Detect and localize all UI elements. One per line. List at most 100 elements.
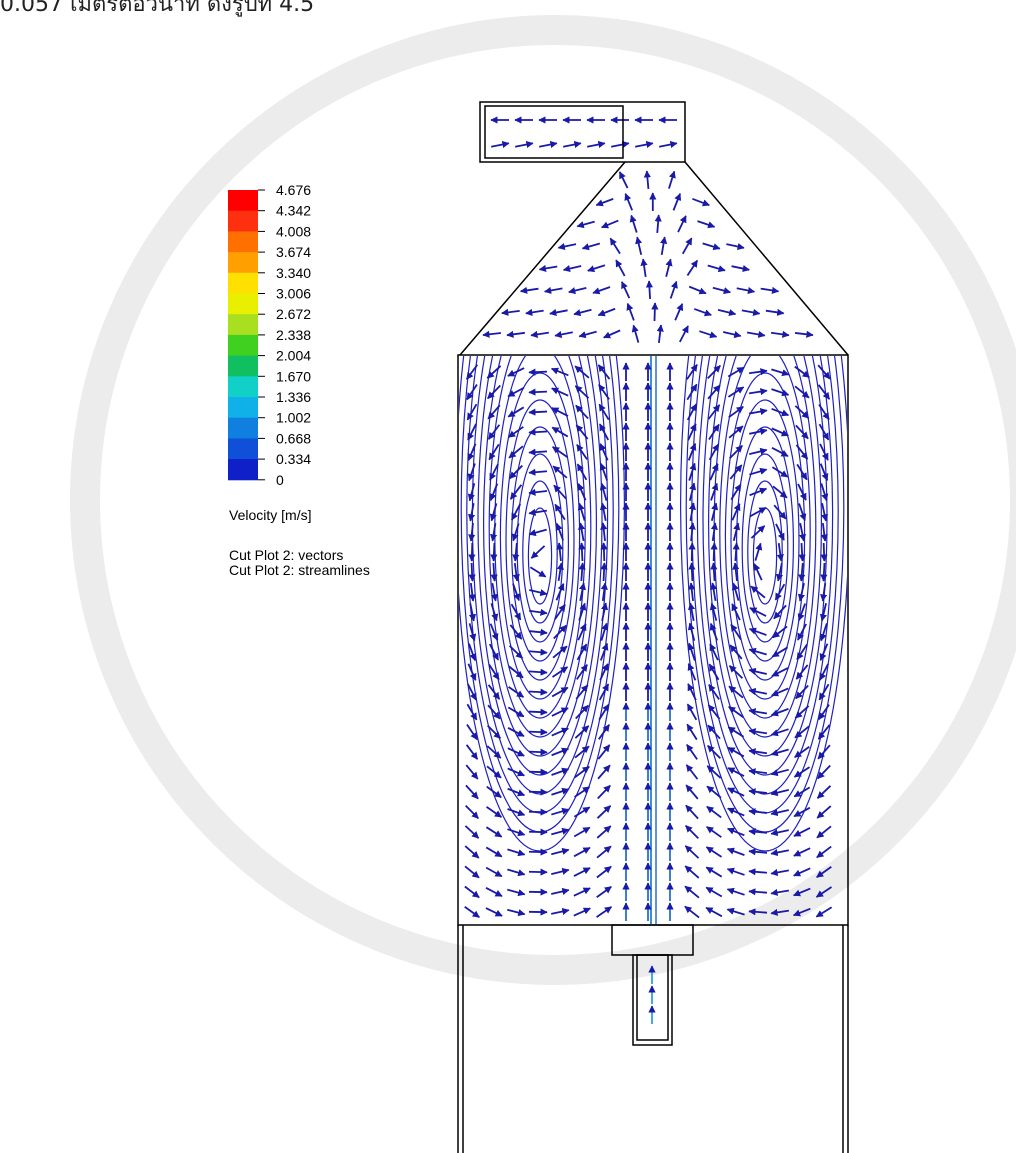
vector — [528, 368, 548, 376]
vector — [486, 806, 503, 818]
vector — [741, 308, 761, 316]
vector — [730, 623, 742, 641]
streamline — [516, 453, 564, 643]
vector — [599, 663, 609, 681]
vector — [651, 302, 659, 322]
vector — [727, 807, 745, 817]
vector — [631, 324, 640, 343]
vector — [574, 765, 590, 779]
legend-label: 2.338 — [276, 327, 311, 343]
legend-band — [228, 459, 258, 481]
vector — [528, 468, 548, 476]
legend-band — [228, 210, 258, 232]
vector — [598, 683, 610, 701]
vector — [508, 645, 524, 659]
vector — [709, 622, 719, 641]
vector — [574, 385, 590, 399]
vector — [770, 828, 789, 837]
vector — [468, 582, 476, 602]
vector — [528, 408, 548, 416]
vector — [693, 308, 712, 317]
vector — [748, 708, 768, 716]
streamline — [499, 372, 581, 700]
vector — [688, 582, 696, 602]
vector — [774, 583, 786, 601]
vector — [467, 423, 477, 441]
vector — [687, 442, 697, 461]
vector — [550, 367, 569, 377]
vector — [551, 887, 570, 895]
vector — [507, 747, 525, 757]
vector — [508, 665, 524, 679]
vector — [687, 423, 697, 441]
vector — [464, 885, 480, 899]
vector — [748, 667, 767, 675]
vector — [686, 703, 698, 721]
vector — [486, 785, 502, 799]
vector — [820, 522, 828, 542]
vector — [817, 724, 831, 740]
vector — [731, 582, 740, 601]
vector — [795, 664, 809, 680]
vectors — [464, 116, 833, 1024]
vector — [770, 848, 790, 857]
vector — [770, 888, 790, 896]
legend-band — [228, 397, 258, 419]
vector — [726, 887, 745, 896]
vector — [464, 905, 480, 919]
vector — [528, 788, 548, 796]
vector — [507, 767, 525, 777]
vector — [819, 623, 828, 642]
vector — [551, 807, 570, 816]
vector — [798, 562, 806, 582]
vector — [685, 764, 699, 780]
vector — [573, 887, 591, 897]
vector — [668, 170, 676, 189]
vector — [793, 847, 811, 857]
vector — [794, 725, 810, 739]
vector — [727, 767, 745, 777]
vector — [562, 265, 582, 273]
vector — [488, 663, 500, 681]
vector — [485, 907, 503, 917]
vector — [528, 688, 548, 696]
vector — [749, 447, 768, 456]
vector — [601, 602, 609, 621]
vector — [748, 687, 768, 696]
vector — [553, 484, 567, 500]
vector — [468, 623, 477, 642]
vector — [575, 704, 589, 720]
vector — [688, 502, 696, 522]
vector — [507, 828, 526, 837]
vector — [555, 522, 564, 541]
legend-label: 1.670 — [276, 368, 311, 384]
vector — [578, 542, 586, 562]
vector — [726, 907, 745, 916]
vector — [551, 747, 570, 757]
vector — [528, 508, 548, 516]
vector — [687, 602, 696, 622]
vector — [750, 585, 766, 599]
vector — [598, 423, 610, 441]
streamline — [730, 399, 800, 681]
vector — [821, 503, 829, 522]
vector — [573, 308, 592, 317]
vector — [596, 865, 612, 879]
vector — [574, 365, 590, 379]
vector — [749, 487, 768, 497]
vector — [712, 286, 731, 295]
vector — [507, 367, 525, 377]
vector — [528, 668, 548, 676]
vector — [507, 706, 525, 718]
vector — [708, 423, 720, 440]
vector — [726, 867, 745, 876]
vector — [576, 443, 588, 460]
vector — [528, 708, 548, 716]
vector — [592, 286, 611, 295]
streamline — [466, 356, 614, 814]
vector — [551, 407, 569, 417]
vector — [688, 562, 696, 582]
vector — [574, 745, 590, 759]
vector — [684, 865, 700, 879]
legend-label: 3.340 — [276, 265, 311, 281]
